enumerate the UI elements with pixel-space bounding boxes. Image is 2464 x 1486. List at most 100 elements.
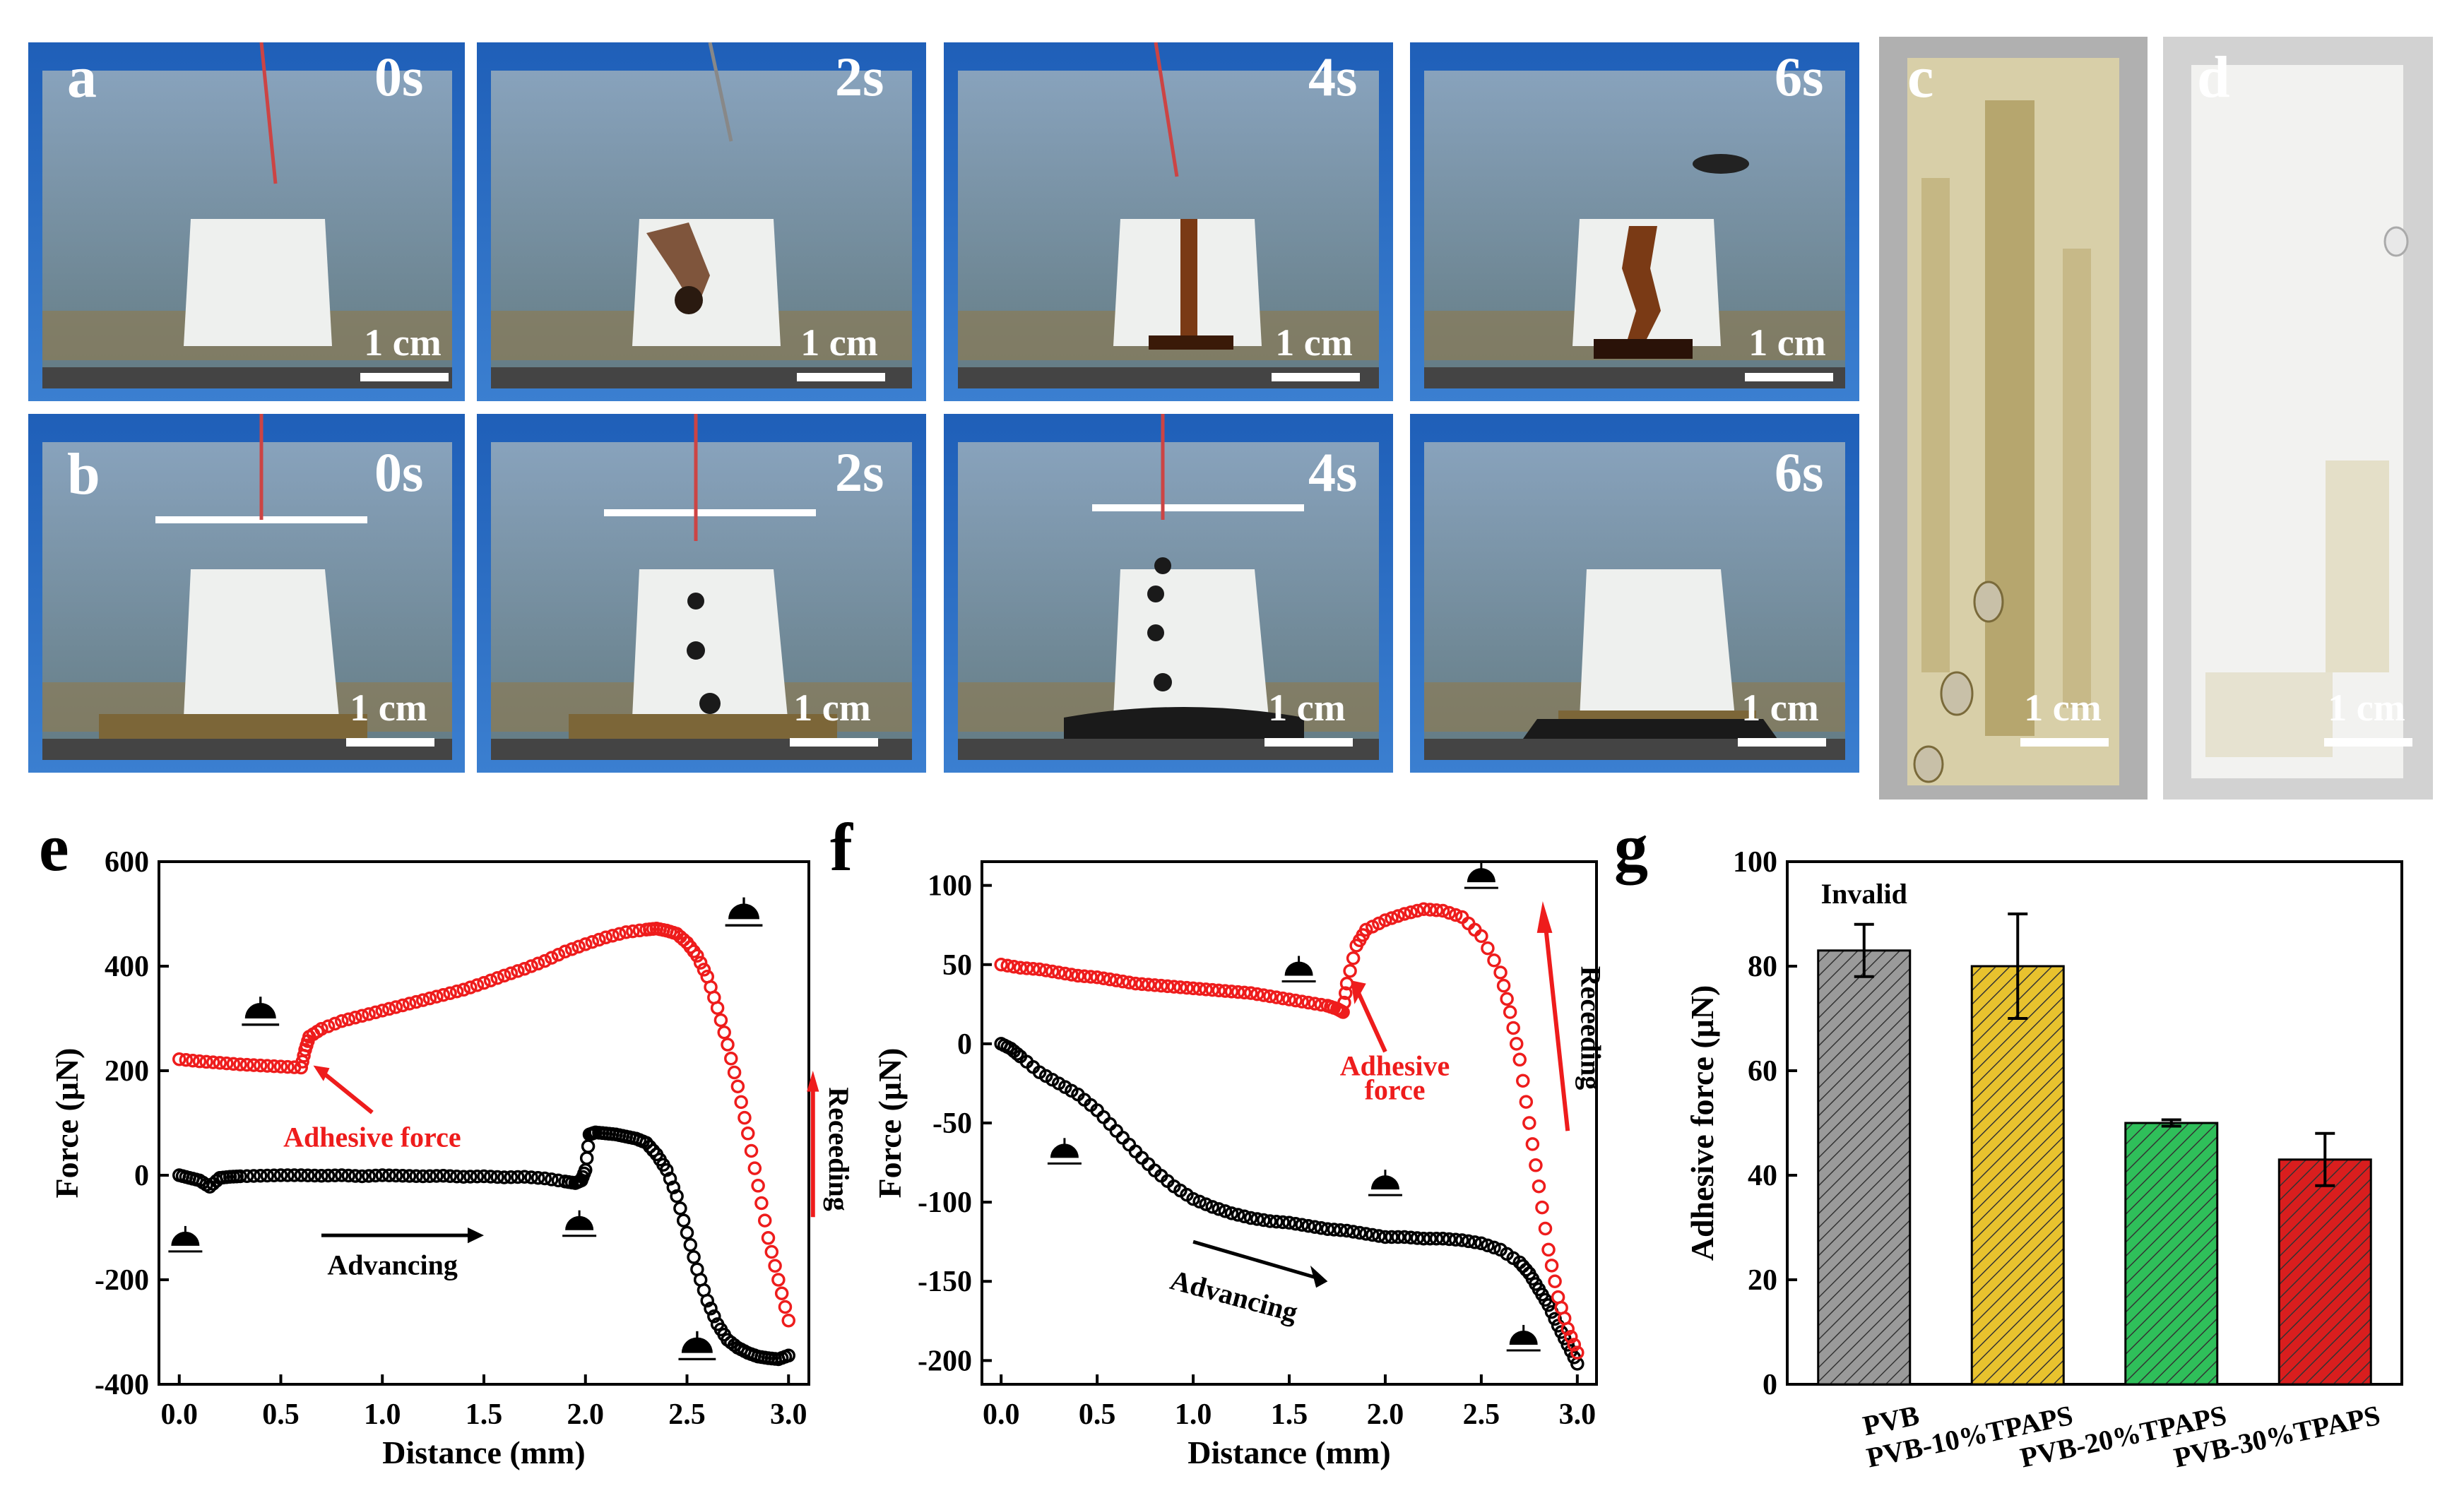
receding_e-point	[186, 1053, 200, 1068]
scale-bar-label: 1 cm	[2328, 686, 2405, 729]
receding_e-point	[531, 956, 545, 971]
x-tick-label: 2.5	[1463, 1398, 1500, 1431]
advancing_e-point	[301, 1168, 315, 1182]
advancing_e-point	[449, 1169, 464, 1184]
droplet-shape	[1370, 1175, 1399, 1190]
receding_e-point	[328, 1016, 342, 1031]
time-label: 0s	[374, 46, 424, 107]
y-tick-label: -50	[932, 1107, 972, 1140]
receding_f-point	[1224, 985, 1239, 999]
advancing_f-point	[1231, 1208, 1245, 1222]
time-label: 0s	[374, 441, 424, 503]
droplet-icon	[1464, 862, 1498, 889]
chart-e-svg: 0.0 0.5 1.0 1.5 2.0 2.5 3.0 -400 -200 0 200 400 600 D…	[49, 846, 855, 1470]
advancing_f-point	[1352, 1225, 1367, 1240]
receding_e-point	[598, 930, 613, 945]
receding_f-point	[1372, 916, 1386, 931]
receding_e-point	[564, 942, 579, 956]
receding_e-point	[524, 959, 538, 973]
receding_f-point	[1404, 905, 1418, 920]
receding_e-point	[477, 975, 491, 990]
receding_f-point	[1356, 928, 1370, 942]
photo-b-0s	[28, 414, 465, 773]
receding_f-point	[1115, 974, 1130, 989]
advancing_f-point	[1397, 1230, 1411, 1244]
advancing_e-point	[335, 1168, 349, 1182]
droplet-icon	[1506, 1324, 1541, 1352]
advancing_f-point	[1212, 1202, 1226, 1216]
receding_f-point	[994, 958, 1008, 972]
receding_f-point	[1548, 1274, 1562, 1288]
advancing_f-point	[1045, 1072, 1060, 1087]
receding_e-point	[490, 971, 504, 985]
receding_f-point	[1385, 911, 1399, 925]
receding_e-point	[713, 1013, 728, 1028]
receding_f-point	[1544, 1259, 1559, 1273]
photo-b-6s	[1410, 414, 1859, 773]
receding_e-point	[741, 1127, 755, 1141]
receding_f-point	[1346, 951, 1361, 965]
receding_f-point	[1282, 992, 1296, 1006]
receding_e-point	[504, 966, 519, 980]
panel-label-d: d	[2197, 44, 2230, 110]
receding_f-point	[1167, 980, 1181, 994]
advancing_f-point	[1276, 1215, 1290, 1230]
receding_e-point	[362, 1007, 376, 1021]
advancing_e-point	[717, 1327, 731, 1342]
advancing_f-point	[1263, 1214, 1277, 1228]
receding_f-point	[1391, 909, 1405, 923]
bar-PVB-10%TPAPS	[1970, 965, 2065, 1386]
receding_e-point	[551, 947, 566, 962]
advancing_e-point	[676, 1213, 691, 1228]
advancing_e-point	[436, 1168, 451, 1183]
advancing_e-point	[239, 1169, 254, 1183]
receding_e-point	[273, 1059, 288, 1074]
receding_e-point	[734, 1095, 748, 1110]
receding_f-point	[1567, 1338, 1582, 1352]
advancing_f-point	[1529, 1277, 1543, 1291]
receding_f-point	[1308, 997, 1322, 1011]
time-label: 2s	[835, 46, 884, 107]
panel-label-e: e	[39, 809, 69, 885]
photo-a-4s	[944, 42, 1393, 401]
advancing_e-point	[267, 1168, 281, 1182]
advancing_e-point	[348, 1169, 362, 1183]
y-tick-label: 50	[942, 949, 972, 982]
chart-f: 0.0 0.5 1.0 1.5 2.0 2.5 3.0 -200 -150 -100 -50 0 50 1…	[827, 848, 1606, 1483]
advancing_e-point	[321, 1168, 336, 1183]
advancing_f-point	[1180, 1187, 1194, 1202]
receding_e-point	[206, 1055, 220, 1069]
receding_e-point	[666, 925, 681, 940]
advancing_f-point	[1065, 1083, 1079, 1098]
receding_e-point	[449, 985, 464, 999]
receding_f-point	[1218, 984, 1233, 998]
time-label: 6s	[1775, 441, 1824, 503]
advancing_f-point	[1308, 1220, 1322, 1235]
advancing_e-point	[680, 1225, 694, 1240]
advancing_f-point	[1506, 1251, 1520, 1266]
receding_f-point	[1071, 968, 1085, 983]
receding_f-point	[1007, 959, 1021, 974]
receding_f-point	[1147, 978, 1162, 992]
receding_f-point	[1161, 979, 1175, 994]
receding_f-point	[1019, 961, 1034, 975]
receding_f-point	[1481, 941, 1495, 956]
chart-g: 0 20 40 60 80 100 Adhesive force (μN) PVB PVB-10…	[1611, 846, 2458, 1483]
advancing_e-point	[497, 1170, 511, 1184]
y-axis-label: Force (μN)	[872, 1048, 908, 1199]
advancing_f-point	[1122, 1137, 1137, 1152]
droplet-icon	[1047, 1138, 1082, 1165]
advancing_f-point	[1010, 1047, 1024, 1061]
receding_f-point	[1231, 985, 1245, 999]
receding_f-point	[1243, 986, 1258, 1000]
advancing_f-point	[1346, 1225, 1361, 1239]
advancing_e-point	[368, 1168, 383, 1183]
receding_f-point	[1122, 975, 1137, 989]
tank-photo	[477, 42, 926, 401]
receding_e-point	[727, 1065, 742, 1080]
advancing_e-point	[294, 1168, 308, 1182]
receding_e-point	[368, 1005, 383, 1020]
advancing_e-point	[328, 1168, 342, 1182]
receding_e-point	[233, 1057, 247, 1071]
advancing_e-point	[504, 1170, 519, 1184]
